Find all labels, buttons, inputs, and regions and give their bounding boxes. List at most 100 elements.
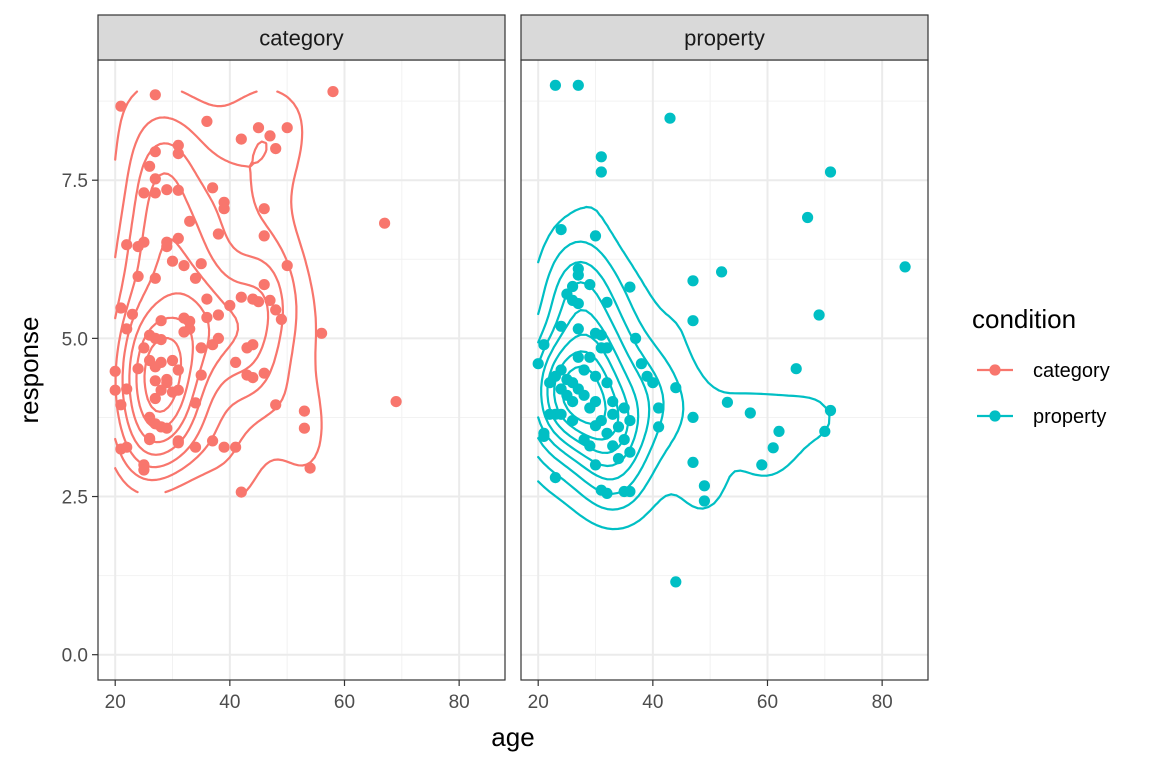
facet-panel-property: property 20 40 60 80 [520,14,929,713]
data-point [572,298,584,310]
data-point [687,456,699,468]
data-point [172,437,184,449]
data-point [178,260,190,272]
data-point [195,342,207,354]
data-point [126,308,138,320]
data-point [756,459,768,471]
grid-lines [521,60,928,680]
data-point [670,382,682,394]
data-point [624,446,636,458]
data-point [115,302,127,314]
x-tick-label: 60 [334,692,355,713]
data-point [109,384,121,396]
data-point [687,315,699,327]
data-point [595,329,607,341]
data-points [532,79,911,588]
data-point [538,430,550,442]
data-point [630,332,642,344]
x-tick-label: 20 [105,692,126,713]
data-point [549,79,562,91]
data-point [316,327,328,339]
data-point [572,323,584,335]
y-tick-label: 0.0 [62,646,88,667]
density-contour [537,240,685,511]
data-point [212,228,224,240]
data-point [132,363,144,375]
data-point [824,404,837,417]
data-point [172,139,184,151]
data-point [121,239,133,251]
facet-strip-label: category [259,26,343,51]
data-point [166,255,179,267]
data-point [653,421,665,433]
data-point [166,354,179,367]
density-contour [540,309,640,468]
data-point [155,356,167,368]
data-point [589,396,602,408]
data-point [109,365,121,377]
data-point [589,230,602,242]
data-point [264,130,276,142]
data-point [595,166,607,178]
data-point [258,203,270,215]
x-tick-label: 40 [642,692,663,713]
data-point [578,389,590,401]
x-axis-ticks: 20 40 60 80 [528,680,893,713]
data-point [687,275,699,287]
data-point [149,375,161,387]
data-point [390,396,402,408]
data-point [698,480,711,492]
data-point [790,363,802,375]
data-point [647,377,659,389]
data-point [207,435,219,447]
data-point [584,351,596,363]
data-point [618,402,630,414]
data-point [172,364,184,376]
data-point [212,309,224,321]
x-tick-label: 40 [219,692,240,713]
facet-strip [97,14,506,61]
data-point [589,370,602,382]
data-point [802,211,814,224]
data-point [767,442,779,454]
data-point [532,358,544,370]
density-contour [114,116,298,494]
data-point [327,86,339,98]
data-point [258,230,270,242]
data-point [567,280,579,293]
data-point [184,215,196,227]
data-point [230,356,242,368]
data-point [572,79,584,91]
data-point [607,440,619,452]
axis-titles: age response [14,317,535,752]
data-point [572,351,584,363]
data-point [184,315,196,327]
x-axis-ticks: 20 40 60 80 [105,680,470,713]
data-point [819,425,831,437]
data-point [607,408,619,420]
data-point [195,369,207,381]
data-point [172,232,184,244]
data-point [189,397,202,409]
data-point [201,311,213,324]
data-point [218,441,230,453]
x-tick-label: 20 [528,692,549,713]
x-tick-label: 80 [449,692,470,713]
data-point [235,133,247,145]
data-point [149,392,161,405]
data-point [121,323,133,335]
data-point [189,272,202,284]
data-point [824,166,837,178]
data-point [172,184,184,196]
y-tick-label: 5.0 [62,329,88,350]
data-point [744,407,756,419]
data-point [235,291,247,303]
data-point [601,296,613,308]
facet-panels: category 20 40 60 80 0.0 2.5 5.0 7.5 property 20 40… [62,14,929,713]
data-point [258,367,270,379]
legend-title: condition [972,304,1076,334]
data-point [567,415,579,427]
data-point [115,100,127,112]
data-point [304,462,316,474]
legend-key-point [989,364,1001,376]
